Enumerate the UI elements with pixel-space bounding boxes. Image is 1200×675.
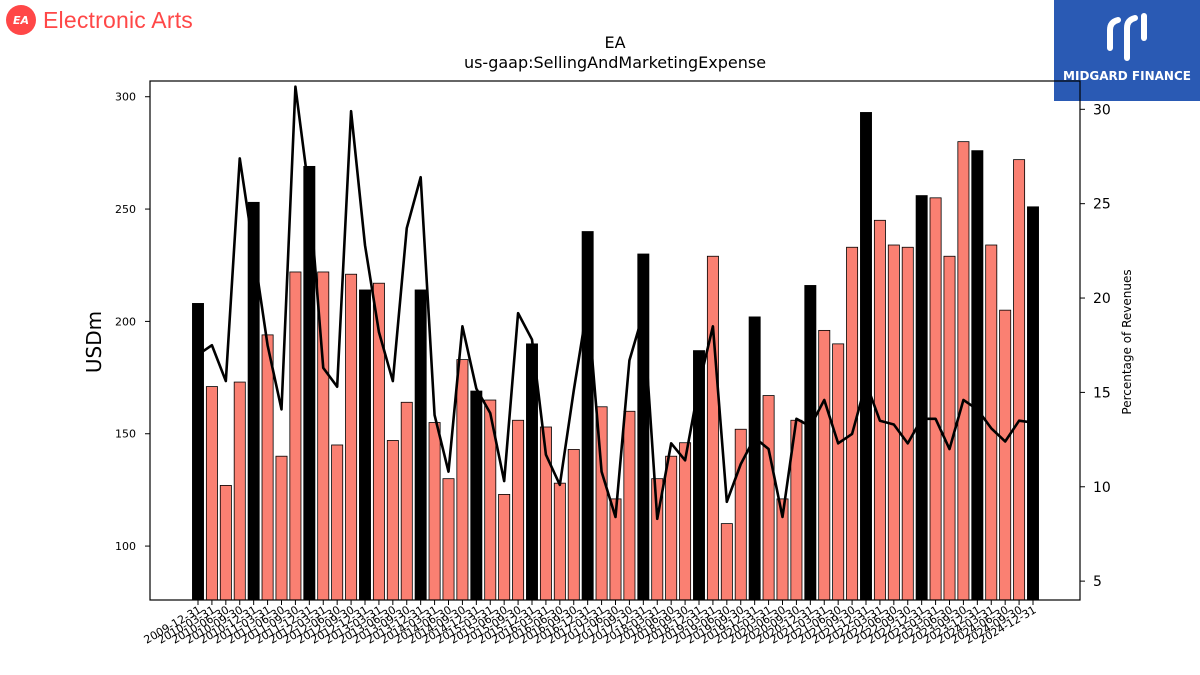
y2-axis-label: Percentage of Revenues xyxy=(1120,269,1134,414)
bar-quarterly xyxy=(498,494,511,601)
bar-quarterly xyxy=(442,478,455,601)
bar-quarterly xyxy=(428,422,441,601)
y2-tick-label: 5 xyxy=(1093,574,1102,590)
x-axis: 2009-12-312010-03-312010-06-302010-09-30… xyxy=(142,600,1039,647)
bar-quarterly xyxy=(205,386,218,601)
bar-quarterly xyxy=(400,401,413,601)
bar-quarterly xyxy=(553,482,566,601)
bar-quarterly xyxy=(1013,159,1026,601)
bar-series xyxy=(192,112,1039,601)
bar-annual xyxy=(804,285,817,601)
y-tick-label: 100 xyxy=(115,540,136,553)
bar-quarterly xyxy=(762,395,775,601)
y2-tick-label: 15 xyxy=(1093,385,1111,401)
bar-annual xyxy=(470,390,483,601)
pct-revenue-series xyxy=(197,85,1034,521)
bar-annual xyxy=(192,303,204,601)
bar-quarterly xyxy=(567,449,580,601)
y-axis-label: USDm xyxy=(82,311,106,373)
y2-tick-label: 25 xyxy=(1093,197,1111,213)
midgard-finance-badge: MIDGARD FINANCE xyxy=(1054,0,1200,101)
bar-quarterly xyxy=(832,343,845,601)
bar-quarterly xyxy=(623,410,636,601)
y2-tick-label: 10 xyxy=(1093,480,1111,496)
bar-annual xyxy=(637,253,650,601)
bar-quarterly xyxy=(512,419,525,601)
bar-quarterly xyxy=(679,442,692,601)
badge-name: MIDGARD FINANCE xyxy=(1063,69,1191,83)
bar-annual xyxy=(748,316,761,601)
bar-quarterly xyxy=(275,455,288,601)
bar-quarterly xyxy=(456,359,469,601)
bar-quarterly xyxy=(957,141,970,601)
bar-annual xyxy=(247,201,260,601)
bar-quarterly xyxy=(665,455,678,601)
midgard-logo-icon xyxy=(1107,13,1147,61)
bar-quarterly xyxy=(720,523,733,601)
bar-quarterly xyxy=(261,334,274,601)
bar-quarterly xyxy=(386,440,399,601)
y-axis: 100 150 200 250 300 xyxy=(115,91,150,553)
bar-annual xyxy=(414,289,427,601)
bar-annual xyxy=(581,231,594,601)
bar-quarterly xyxy=(901,246,914,601)
pct-revenue-line xyxy=(197,85,1034,521)
bar-annual xyxy=(1027,206,1039,601)
bar-quarterly xyxy=(929,197,942,601)
bar-annual xyxy=(915,195,928,601)
bar-quarterly xyxy=(289,271,302,601)
bar-quarterly xyxy=(818,329,831,601)
chart-title: EA xyxy=(604,33,625,52)
bar-quarterly xyxy=(233,381,246,601)
y2-axis: 5 10 15 20 25 30 xyxy=(1080,102,1111,590)
y-tick-label: 300 xyxy=(115,91,136,104)
y2-tick-label: 30 xyxy=(1093,102,1111,118)
brand-header: EA Electronic Arts xyxy=(6,5,193,35)
y-tick-label: 250 xyxy=(115,203,136,216)
bar-quarterly xyxy=(706,255,719,601)
bar-annual xyxy=(971,150,984,601)
bar-quarterly xyxy=(331,444,344,601)
y-tick-label: 200 xyxy=(115,315,136,328)
chart-subtitle: us-gaap:SellingAndMarketingExpense xyxy=(464,53,766,72)
ea-logo-icon: EA xyxy=(6,5,36,35)
brand-name: Electronic Arts xyxy=(43,6,193,33)
y2-tick-label: 20 xyxy=(1093,291,1111,307)
y-tick-label: 150 xyxy=(115,428,136,441)
bar-annual xyxy=(860,112,872,601)
bar-quarterly xyxy=(999,309,1012,601)
bar-annual xyxy=(359,289,371,601)
bar-quarterly xyxy=(219,485,232,601)
bar-quarterly xyxy=(943,255,956,601)
bar-quarterly xyxy=(345,273,358,601)
